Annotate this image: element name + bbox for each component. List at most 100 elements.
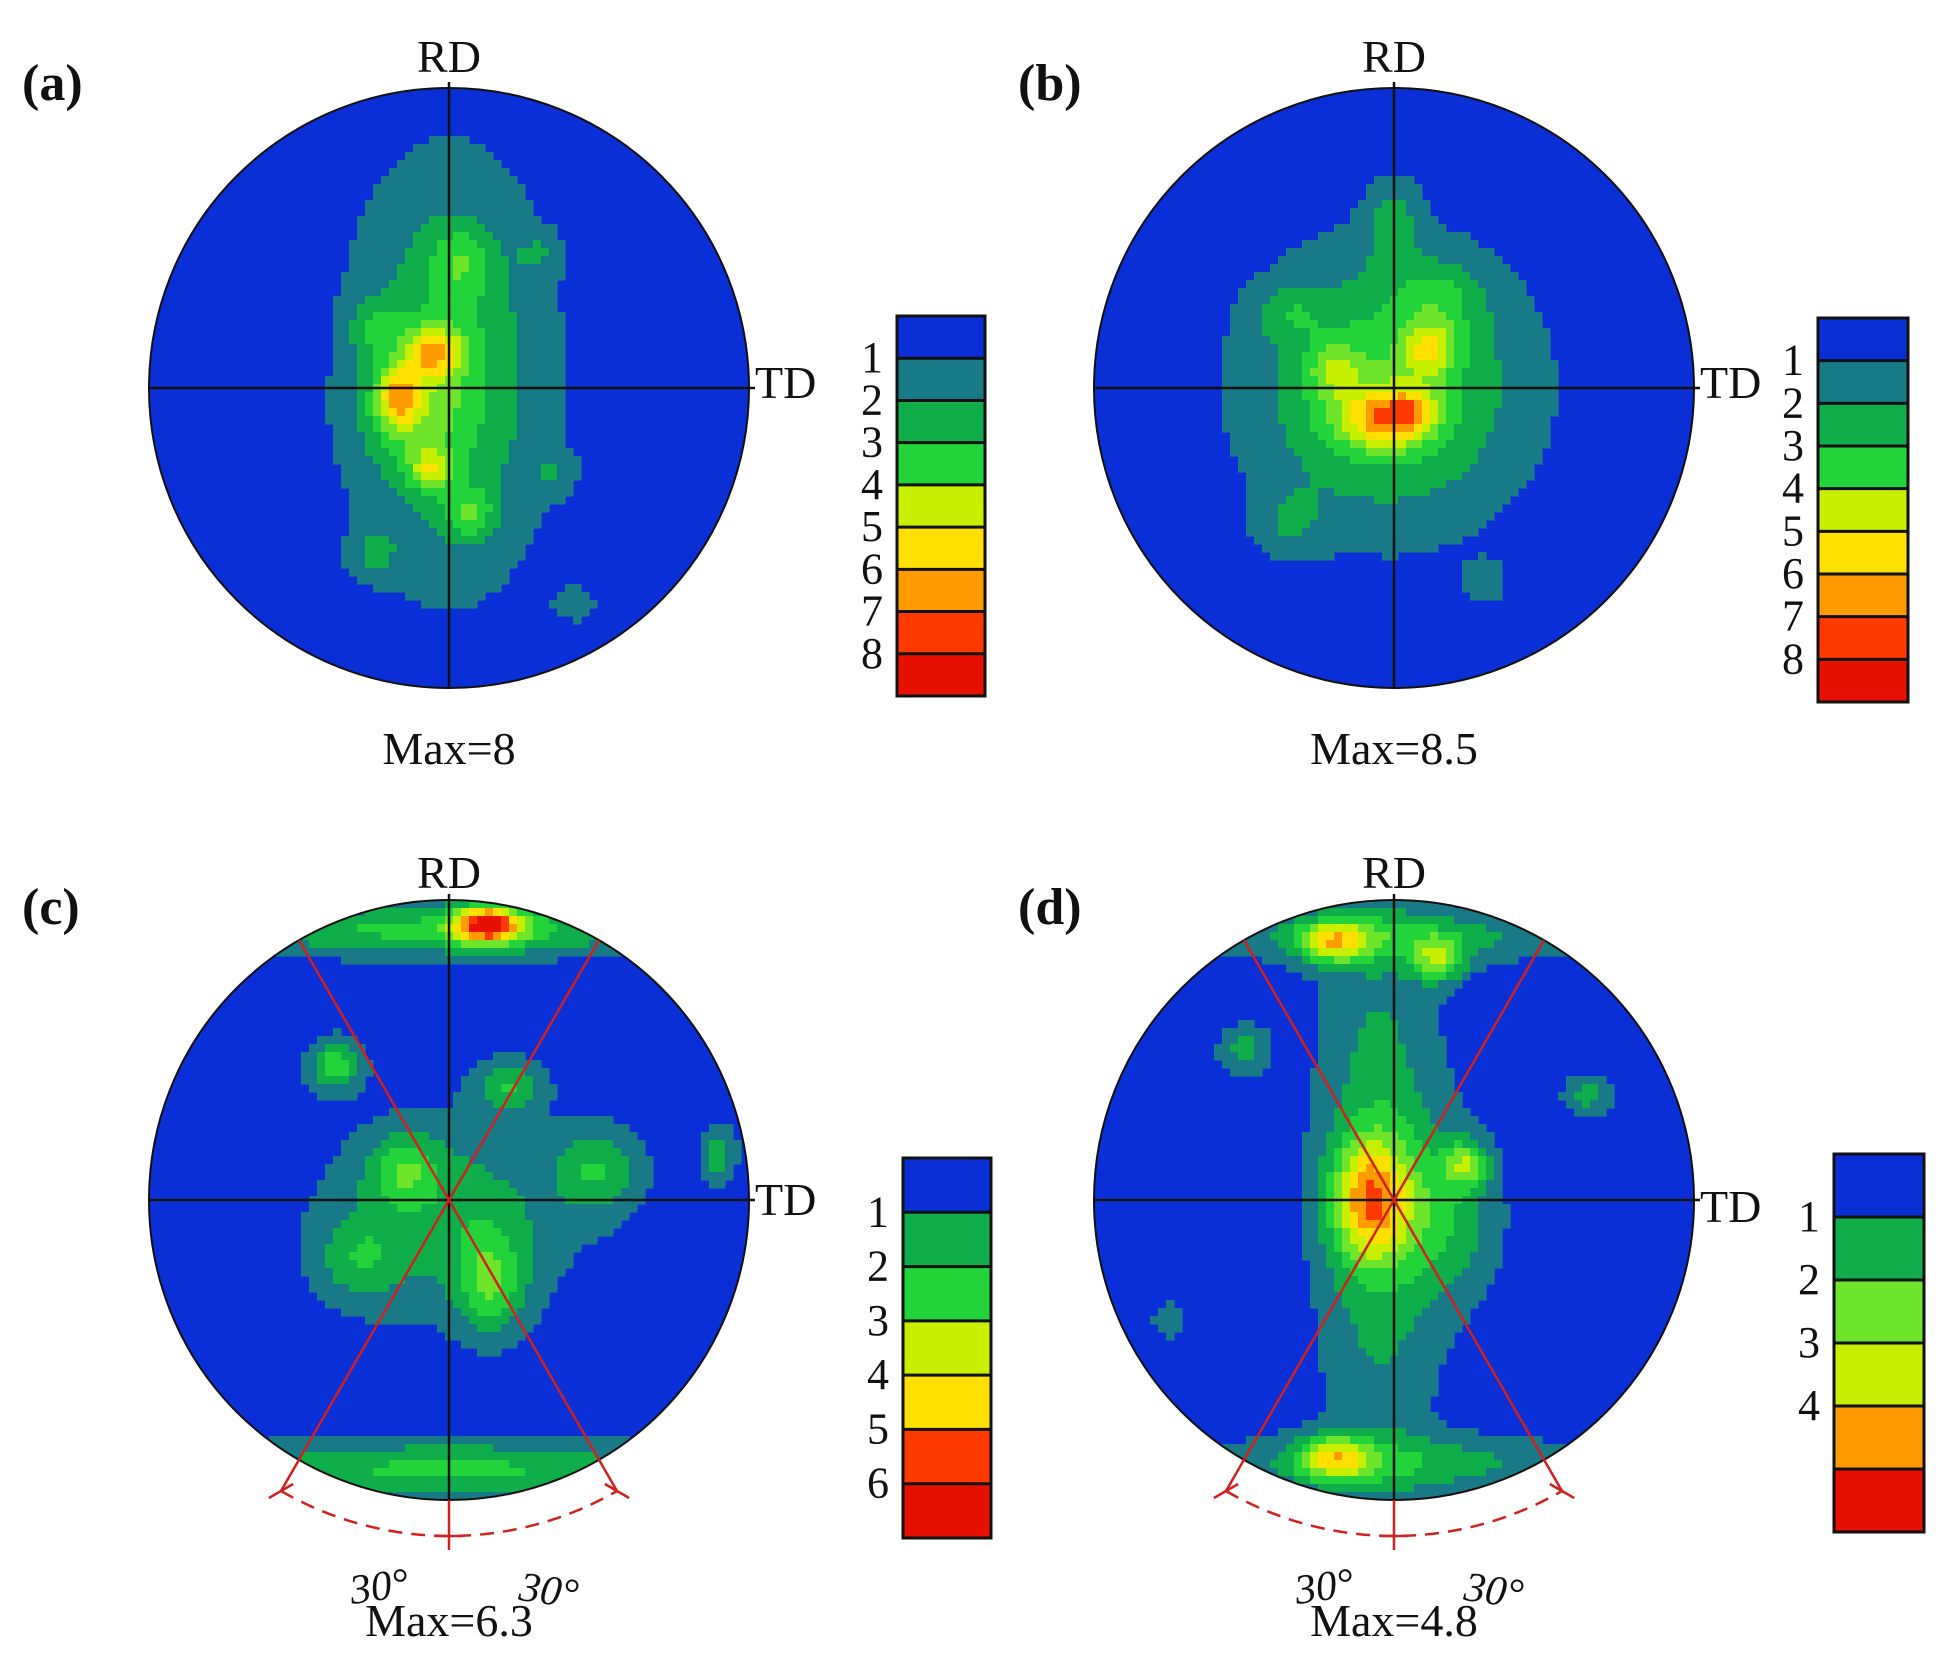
intensity-cell — [301, 1436, 310, 1445]
intensity-cell — [461, 900, 470, 909]
intensity-cell — [285, 1444, 294, 1453]
intensity-cell — [397, 1308, 406, 1317]
intensity-cell — [437, 512, 446, 521]
intensity-cell — [1406, 536, 1415, 545]
intensity-cell — [1470, 528, 1479, 537]
intensity-cell — [1446, 392, 1455, 401]
intensity-cell — [429, 344, 438, 353]
intensity-cell — [469, 1212, 478, 1221]
intensity-cell — [1526, 344, 1535, 353]
intensity-cell — [461, 440, 470, 449]
intensity-cell — [493, 352, 502, 361]
intensity-cell — [509, 544, 518, 553]
intensity-cell — [501, 1452, 510, 1461]
intensity-cell — [357, 924, 366, 933]
intensity-cell — [429, 1164, 438, 1173]
intensity-cell — [453, 1444, 462, 1453]
intensity-cell — [1326, 432, 1335, 441]
intensity-cell — [517, 440, 526, 449]
intensity-cell — [533, 400, 542, 409]
intensity-cell — [437, 1452, 446, 1461]
intensity-cell — [1302, 480, 1311, 489]
intensity-cell — [1366, 320, 1375, 329]
intensity-cell — [365, 472, 374, 481]
intensity-cell — [501, 488, 510, 497]
intensity-cell — [517, 1140, 526, 1149]
intensity-cell — [421, 240, 430, 249]
intensity-cell — [421, 1300, 430, 1309]
intensity-cell — [1446, 344, 1455, 353]
intensity-cell — [1302, 472, 1311, 481]
intensity-cell — [477, 232, 486, 241]
intensity-cell — [509, 184, 518, 193]
intensity-cell — [397, 232, 406, 241]
intensity-cell — [549, 344, 558, 353]
intensity-cell — [1254, 360, 1263, 369]
intensity-cell — [565, 1476, 574, 1485]
intensity-cell — [493, 304, 502, 313]
intensity-cell — [581, 932, 590, 941]
intensity-cell — [373, 424, 382, 433]
intensity-cell — [477, 1284, 486, 1293]
intensity-cell — [1350, 480, 1359, 489]
intensity-cell — [589, 1180, 598, 1189]
intensity-cell — [461, 184, 470, 193]
intensity-cell — [1526, 448, 1535, 457]
intensity-cell — [1470, 256, 1479, 265]
intensity-cell — [349, 1148, 358, 1157]
intensity-cell — [541, 1244, 550, 1253]
intensity-cell — [405, 312, 414, 321]
intensity-cell — [357, 264, 366, 273]
intensity-cell — [701, 1148, 710, 1157]
intensity-cell — [453, 168, 462, 177]
intensity-cell — [381, 1172, 390, 1181]
intensity-cell — [485, 940, 494, 949]
intensity-cell — [509, 1324, 518, 1333]
intensity-cell — [1486, 312, 1495, 321]
intensity-cell — [1302, 392, 1311, 401]
intensity-cell — [389, 392, 398, 401]
intensity-cell — [421, 456, 430, 465]
intensity-cell — [525, 1116, 534, 1125]
intensity-cell — [373, 352, 382, 361]
intensity-cell — [485, 908, 494, 917]
intensity-cell — [1438, 328, 1447, 337]
intensity-cell — [413, 1268, 422, 1277]
intensity-cell — [1446, 248, 1455, 257]
intensity-cell — [405, 1172, 414, 1181]
intensity-cell — [565, 1236, 574, 1245]
intensity-cell — [509, 368, 518, 377]
intensity-cell — [1526, 312, 1535, 321]
intensity-cell — [501, 940, 510, 949]
intensity-cell — [381, 504, 390, 513]
intensity-cell — [701, 1164, 710, 1173]
intensity-cell — [1262, 392, 1271, 401]
intensity-cell — [1406, 908, 1415, 917]
intensity-cell — [1406, 200, 1415, 209]
intensity-cell — [453, 584, 462, 593]
colorbar-segment — [1818, 659, 1908, 703]
intensity-cell — [621, 1140, 630, 1149]
intensity-cell — [1374, 392, 1383, 401]
intensity-cell — [493, 1148, 502, 1157]
intensity-cell — [509, 1156, 518, 1165]
intensity-cell — [357, 916, 366, 925]
intensity-cell — [1326, 472, 1335, 481]
intensity-cell — [1350, 392, 1359, 401]
intensity-cell — [533, 1060, 542, 1069]
intensity-cell — [1222, 416, 1231, 425]
intensity-cell — [1454, 464, 1463, 473]
intensity-cell — [1502, 932, 1511, 941]
intensity-cell — [1398, 344, 1407, 353]
intensity-cell — [1542, 368, 1551, 377]
intensity-cell — [1326, 400, 1335, 409]
intensity-cell — [389, 168, 398, 177]
intensity-cell — [1398, 924, 1407, 933]
intensity-cell — [1358, 544, 1367, 553]
intensity-cell — [1470, 488, 1479, 497]
intensity-cell — [517, 956, 526, 965]
intensity-cell — [357, 464, 366, 473]
intensity-cell — [1270, 336, 1279, 345]
intensity-cell — [333, 1220, 342, 1229]
intensity-cell — [1262, 400, 1271, 409]
